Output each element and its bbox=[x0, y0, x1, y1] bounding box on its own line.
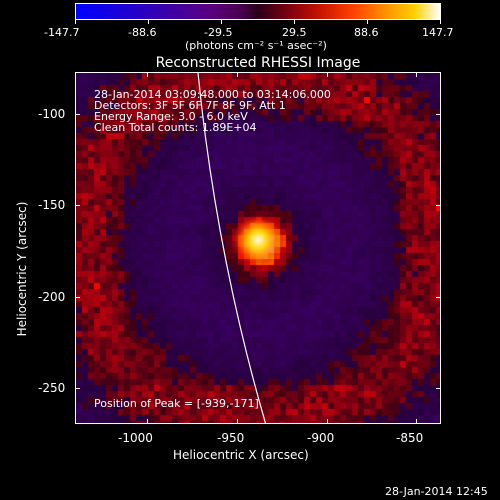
colorbar-tick-label: 147.7 bbox=[422, 26, 454, 39]
x-tick bbox=[327, 419, 328, 424]
peak-position-label: Position of Peak = [-939,-171] bbox=[94, 397, 259, 410]
footer-timestamp: 28-Jan-2014 12:45 bbox=[385, 485, 488, 498]
x-tick-label: -950 bbox=[217, 431, 245, 445]
x-tick bbox=[237, 419, 238, 424]
y-tick bbox=[75, 297, 80, 298]
colorbar-tick-label: -147.7 bbox=[44, 26, 80, 39]
solar-limb-line bbox=[197, 73, 267, 423]
image-canvas bbox=[76, 73, 440, 423]
y-tick bbox=[75, 114, 80, 115]
x-tick bbox=[327, 72, 328, 77]
y-tick bbox=[436, 114, 441, 115]
x-tick-label: -850 bbox=[396, 431, 424, 445]
x-axis-label: Heliocentric X (arcsec) bbox=[173, 448, 309, 462]
rhessi-image bbox=[75, 72, 441, 424]
x-tick bbox=[147, 72, 148, 77]
y-tick bbox=[75, 388, 80, 389]
plot-title: Reconstructed RHESSI Image bbox=[155, 55, 361, 71]
colorbar-tick bbox=[221, 20, 222, 24]
colorbar-tick bbox=[440, 20, 441, 24]
colorbar-tick bbox=[75, 20, 76, 24]
colorbar-tick bbox=[148, 20, 149, 24]
colorbar-tick-label: 29.5 bbox=[282, 26, 307, 39]
x-tick-label: -1000 bbox=[118, 431, 153, 445]
y-axis-label: Heliocentric Y (arcsec) bbox=[15, 201, 29, 337]
colorbar-tick-label: -88.6 bbox=[128, 26, 157, 39]
colorbar bbox=[75, 3, 441, 20]
colorbar-tick bbox=[367, 20, 368, 24]
limb-overlay bbox=[197, 73, 267, 423]
y-tick-label: -100 bbox=[38, 107, 66, 121]
colorbar-tick bbox=[294, 20, 295, 24]
colorbar-tick-label: 88.6 bbox=[354, 26, 379, 39]
y-tick-label: -150 bbox=[38, 198, 66, 212]
colorbar-tick-label: -29.5 bbox=[204, 26, 233, 39]
y-tick-label: -200 bbox=[38, 290, 66, 304]
y-tick bbox=[436, 388, 441, 389]
y-tick bbox=[436, 205, 441, 206]
x-tick bbox=[237, 72, 238, 77]
info-line-counts: Clean Total counts: 1.89E+04 bbox=[94, 121, 257, 134]
y-tick bbox=[436, 297, 441, 298]
info-line-detectors: Detectors: 3F 5F 6F 7F 8F 9F, Att 1 bbox=[94, 99, 286, 112]
colorbar-units: (photons cm⁻² s⁻¹ asec⁻²) bbox=[185, 39, 327, 52]
y-tick-label: -250 bbox=[38, 381, 66, 395]
x-tick bbox=[416, 72, 417, 77]
y-tick bbox=[75, 205, 80, 206]
x-tick-label: -900 bbox=[307, 431, 335, 445]
info-line-time: 28-Jan-2014 03:09:48.000 to 03:14:06.000 bbox=[94, 88, 331, 101]
x-tick bbox=[416, 419, 417, 424]
x-tick bbox=[147, 419, 148, 424]
info-line-energy: Energy Range: 3.0 - 6.0 keV bbox=[94, 110, 248, 123]
